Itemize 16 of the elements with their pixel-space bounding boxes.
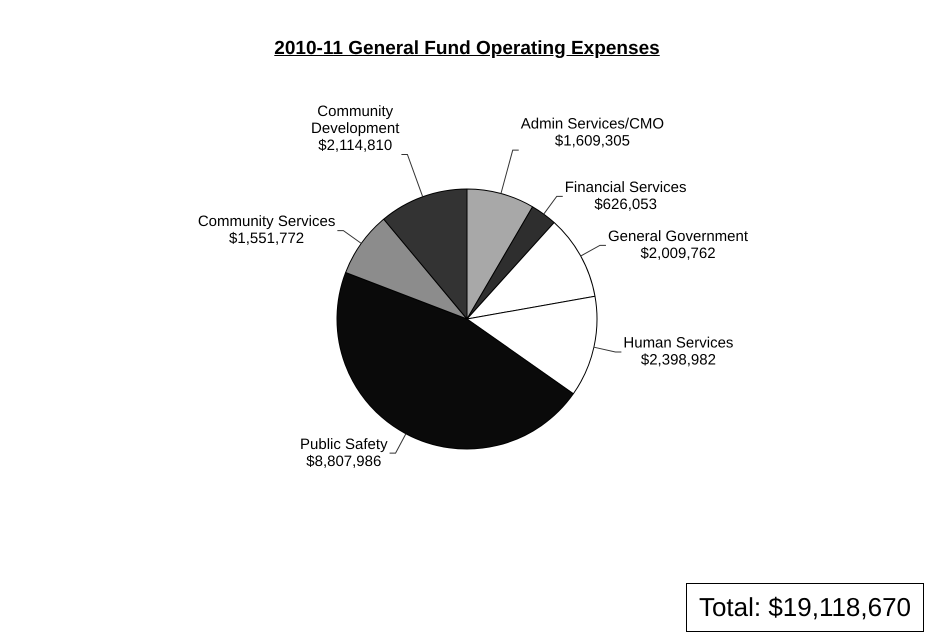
slice-label: Public Safety [300,436,388,453]
data-label: $626,053 [594,196,657,213]
slice-label: General Government [608,228,749,245]
data-label: $1,551,772 [229,230,304,248]
text: Total: $19,118,670 [686,583,924,632]
data-label: $2,398,982 [640,352,716,369]
slice-label: Financial Services [564,178,686,196]
data-label: $2,114,810 [318,137,392,154]
data-label: $1,609,305 [554,132,630,150]
slice-label: Human Services [623,334,734,352]
slice-label: Community Services [198,213,336,230]
chart-title: 2010-11 General Fund Operating Expenses [273,38,661,60]
slice-label: Community Development [311,103,400,138]
slice-label: Admin Services/CMO [520,116,664,133]
data-label: $8,807,986 [306,452,382,470]
data-label: $2,009,762 [640,244,716,262]
